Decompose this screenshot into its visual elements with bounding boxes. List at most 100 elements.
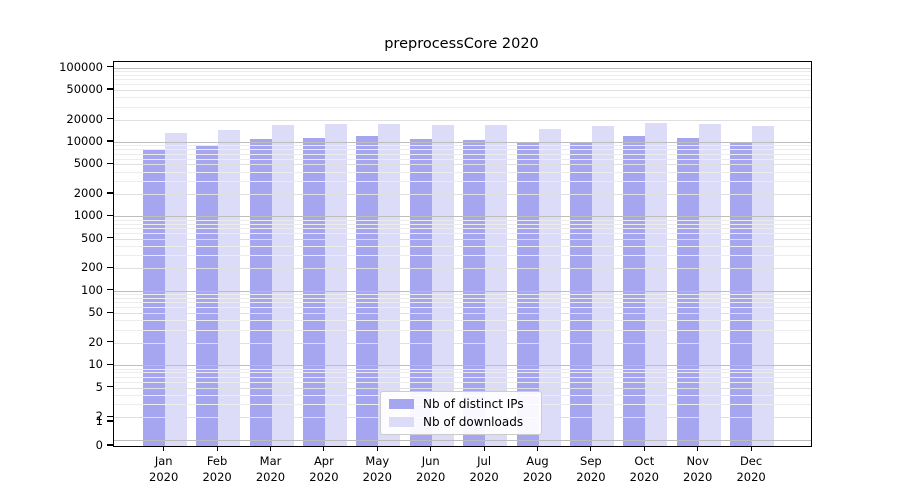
- major-gridline: [114, 216, 811, 218]
- y-tick-mark: [107, 214, 113, 216]
- minor-gridline: [114, 313, 811, 315]
- x-tick-mark: [750, 446, 752, 451]
- major-gridline: [114, 290, 811, 292]
- minor-gridline: [114, 71, 811, 72]
- minor-gridline: [114, 158, 811, 160]
- minor-gridline: [114, 376, 811, 378]
- bar-downloads-jan: [164, 133, 187, 446]
- y-tick-label: 10000: [66, 134, 103, 148]
- x-tick-label-sep: Sep 2020: [576, 454, 606, 484]
- legend: Nb of distinct IPs Nb of downloads: [380, 391, 542, 435]
- x-tick-label-oct: Oct 2020: [629, 454, 659, 484]
- x-tick-mark: [697, 446, 699, 451]
- x-tick-label-mar: Mar 2020: [255, 454, 286, 484]
- x-tick-label-dec: Dec 2020: [736, 454, 766, 484]
- minor-gridline: [114, 84, 811, 86]
- bar-distinct-ips-jan: [142, 148, 165, 446]
- bar-downloads-feb: [218, 129, 241, 446]
- plot-area: Nb of distinct IPs Nb of downloads: [113, 61, 812, 447]
- bar-downloads-oct: [645, 122, 668, 446]
- minor-gridline: [114, 90, 811, 91]
- minor-gridline: [114, 342, 811, 344]
- legend-swatch-downloads: [389, 417, 414, 427]
- x-tick-label-feb: Feb 2020: [202, 454, 232, 484]
- minor-gridline: [114, 219, 811, 221]
- minor-gridline: [114, 106, 811, 108]
- minor-gridline: [114, 329, 811, 331]
- y-tick-label: 500: [81, 230, 103, 245]
- bar-distinct-ips-feb: [196, 144, 219, 446]
- y-tick-label: 2: [95, 409, 103, 424]
- y-tick-mark: [107, 444, 113, 446]
- minor-gridline: [114, 387, 811, 389]
- bar-distinct-ips-sep: [569, 141, 592, 446]
- bar-distinct-ips-mar: [249, 139, 272, 446]
- x-tick-label-nov: Nov 2020: [683, 454, 713, 484]
- minor-gridline: [114, 153, 811, 155]
- y-tick-label: 100000: [59, 59, 103, 74]
- x-tick-mark: [590, 446, 592, 451]
- legend-label-downloads: Nb of downloads: [423, 415, 524, 429]
- minor-gridline: [114, 79, 811, 81]
- bar-downloads-mar: [271, 125, 294, 446]
- minor-gridline: [114, 381, 811, 383]
- y-tick-label: 20000: [66, 111, 103, 126]
- bar-distinct-ips-nov: [676, 137, 699, 446]
- y-tick-mark: [107, 118, 113, 120]
- y-tick-mark: [107, 162, 113, 164]
- minor-gridline: [114, 145, 811, 147]
- minor-gridline: [114, 372, 811, 374]
- y-tick-label: 1: [95, 414, 103, 428]
- minor-gridline: [114, 149, 811, 151]
- major-gridline: [114, 365, 811, 367]
- x-tick-label-jun: Jun 2020: [416, 454, 446, 484]
- y-tick-mark: [107, 266, 113, 268]
- y-tick-mark: [107, 66, 113, 68]
- minor-gridline: [114, 268, 811, 270]
- y-tick-label: 10: [88, 357, 103, 372]
- minor-gridline: [114, 74, 811, 76]
- x-tick-mark: [376, 446, 378, 451]
- bar-downloads-dec: [752, 126, 775, 446]
- y-tick-label: 50000: [66, 82, 103, 96]
- y-tick-label: 0: [95, 438, 103, 452]
- x-tick-label-jul: Jul 2020: [469, 454, 499, 484]
- x-tick-mark: [483, 446, 485, 451]
- minor-gridline: [114, 223, 811, 225]
- bar-distinct-ips-apr: [302, 137, 325, 446]
- y-tick-mark: [107, 140, 113, 142]
- x-tick-mark: [163, 446, 165, 451]
- y-tick-mark: [107, 341, 113, 343]
- y-tick-mark: [107, 311, 113, 313]
- minor-gridline: [114, 302, 811, 304]
- bar-downloads-aug: [538, 129, 561, 446]
- x-tick-label-aug: Aug 2020: [522, 454, 553, 484]
- minor-gridline: [114, 307, 811, 309]
- minor-gridline: [114, 97, 811, 99]
- y-tick-label: 200: [81, 260, 103, 275]
- major-gridline: [114, 67, 811, 69]
- y-tick-mark: [107, 415, 113, 417]
- y-tick-mark: [107, 192, 113, 194]
- y-tick-mark: [107, 363, 113, 365]
- x-tick-label-may: May 2020: [362, 454, 392, 484]
- minor-gridline: [114, 368, 811, 370]
- y-tick-label: 20: [88, 334, 103, 349]
- minor-gridline: [114, 180, 811, 182]
- minor-gridline: [114, 294, 811, 296]
- y-tick-mark: [107, 289, 113, 291]
- major-gridline: [114, 142, 811, 143]
- minor-gridline: [114, 171, 811, 173]
- y-tick-mark: [107, 386, 113, 388]
- y-tick-label: 2000: [73, 186, 103, 200]
- minor-gridline: [114, 298, 811, 299]
- bar-downloads-sep: [591, 126, 614, 446]
- y-tick-label: 5000: [73, 156, 103, 171]
- y-tick-mark: [107, 88, 113, 90]
- y-tick-label: 1000: [73, 208, 103, 223]
- chart-title: preprocessCore 2020: [384, 36, 539, 52]
- minor-gridline: [114, 238, 811, 240]
- x-tick-label-apr: Apr 2020: [309, 454, 339, 484]
- legend-item-downloads: Nb of downloads: [389, 415, 533, 429]
